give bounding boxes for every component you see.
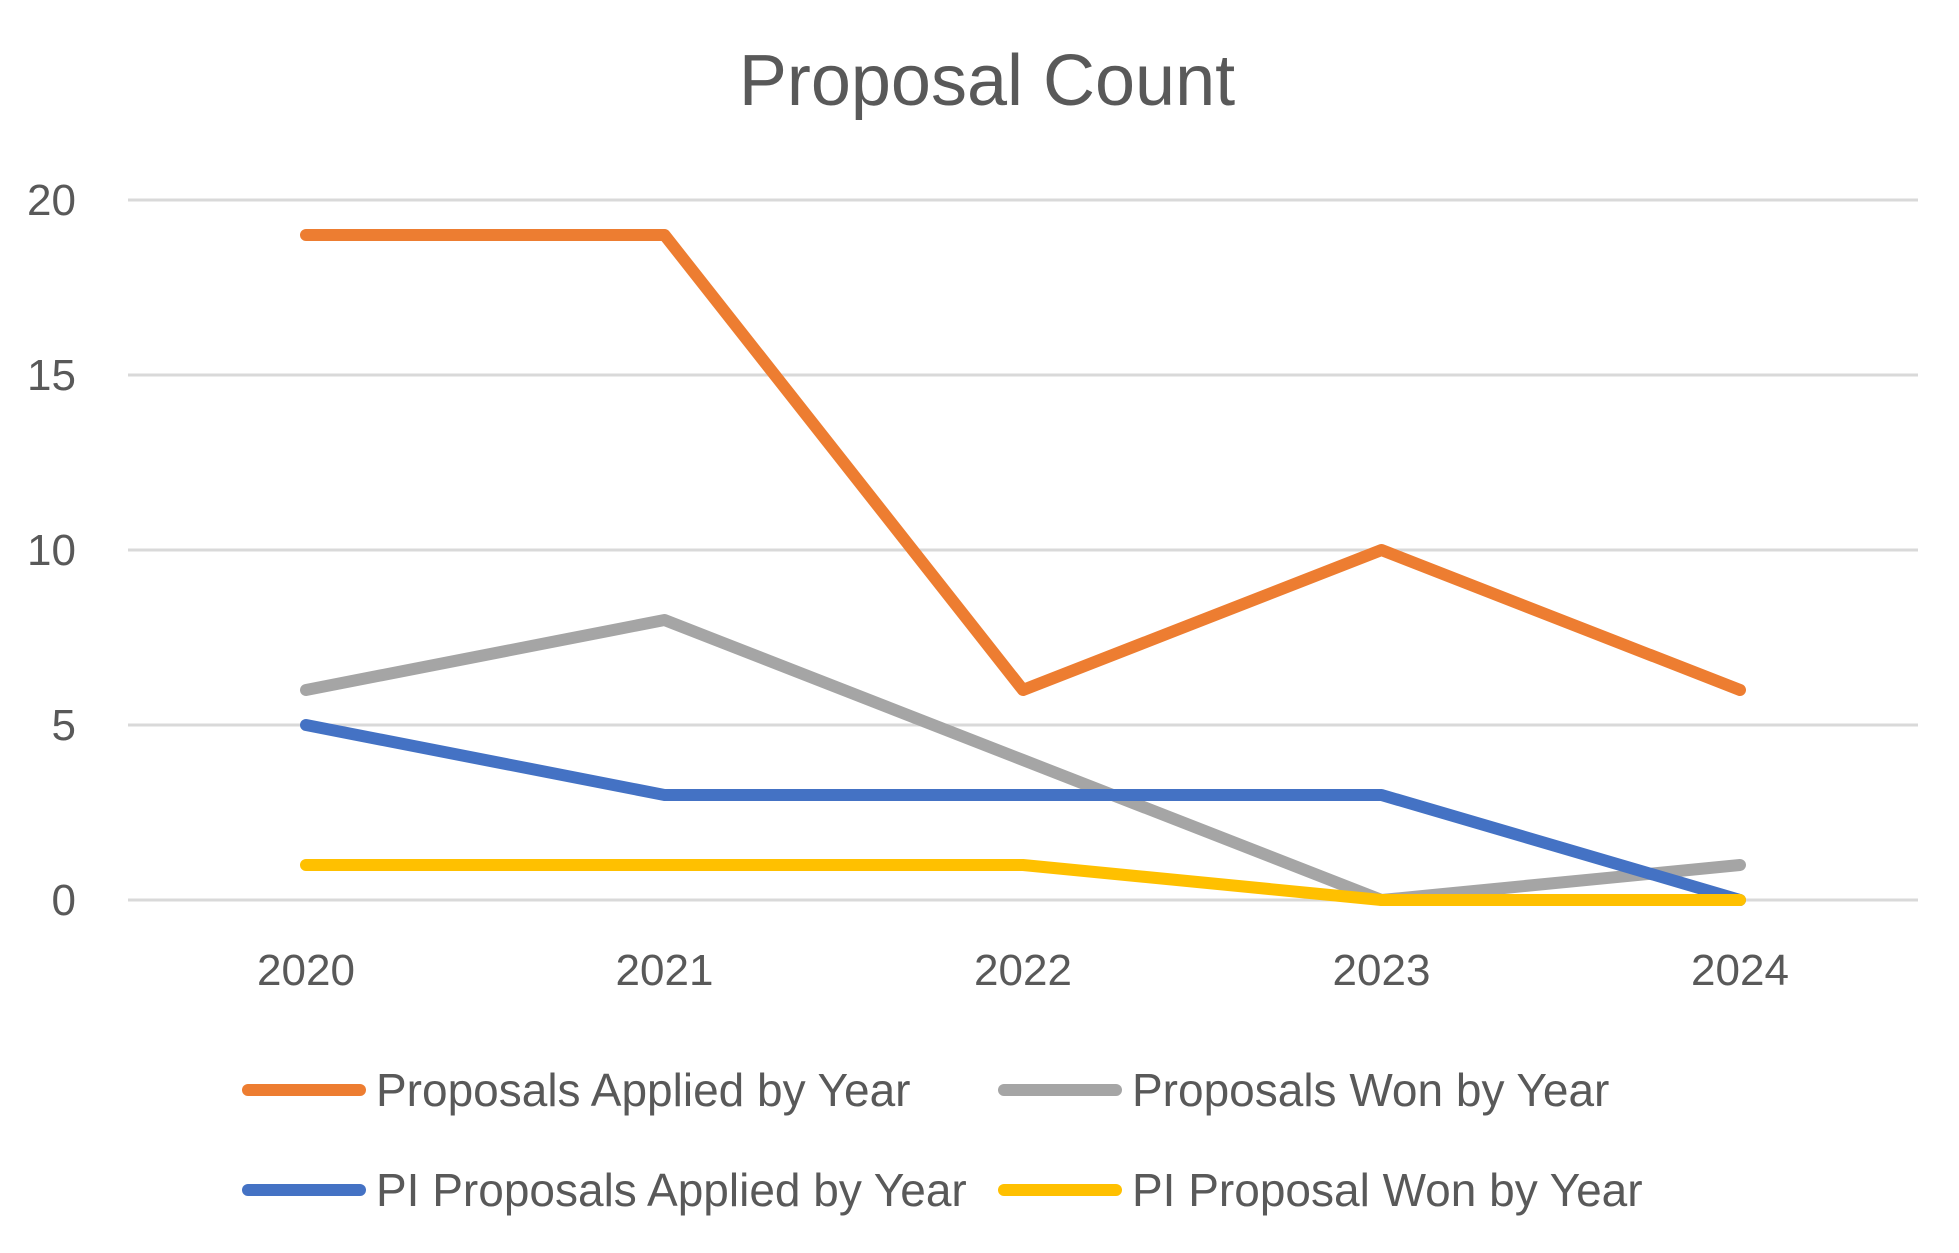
y-tick-label: 10 bbox=[27, 526, 76, 575]
legend-item: Proposals Applied by Year bbox=[242, 1064, 911, 1116]
x-tick-label: 2022 bbox=[974, 946, 1072, 995]
series-line bbox=[300, 614, 1746, 906]
legend-item: Proposals Won by Year bbox=[998, 1064, 1609, 1116]
legend-item: PI Proposals Applied by Year bbox=[242, 1164, 967, 1216]
legend-label: Proposals Won by Year bbox=[1132, 1064, 1609, 1116]
series-line bbox=[300, 229, 1746, 696]
x-tick-label: 2021 bbox=[616, 946, 714, 995]
x-tick-label: 2024 bbox=[1691, 946, 1789, 995]
x-tick-label: 2023 bbox=[1333, 946, 1431, 995]
x-axis-ticks: 2020 2021 2022 2023 2024 bbox=[257, 946, 1789, 995]
legend-label: Proposals Applied by Year bbox=[376, 1064, 911, 1116]
y-tick-label: 0 bbox=[52, 876, 76, 925]
y-tick-label: 20 bbox=[27, 176, 76, 225]
legend-label: PI Proposals Applied by Year bbox=[376, 1164, 967, 1216]
y-tick-label: 5 bbox=[52, 701, 76, 750]
x-tick-label: 2020 bbox=[257, 946, 355, 995]
y-axis-ticks: 0 5 10 15 20 bbox=[27, 176, 76, 925]
series-lines bbox=[300, 229, 1746, 906]
series-line bbox=[300, 859, 1746, 906]
legend-item: PI Proposal Won by Year bbox=[998, 1164, 1643, 1216]
y-tick-label: 15 bbox=[27, 351, 76, 400]
chart-title: Proposal Count bbox=[739, 41, 1235, 121]
legend: Proposals Applied by Year Proposals Won b… bbox=[242, 1064, 1643, 1216]
series-line bbox=[300, 719, 1746, 906]
legend-label: PI Proposal Won by Year bbox=[1132, 1164, 1643, 1216]
